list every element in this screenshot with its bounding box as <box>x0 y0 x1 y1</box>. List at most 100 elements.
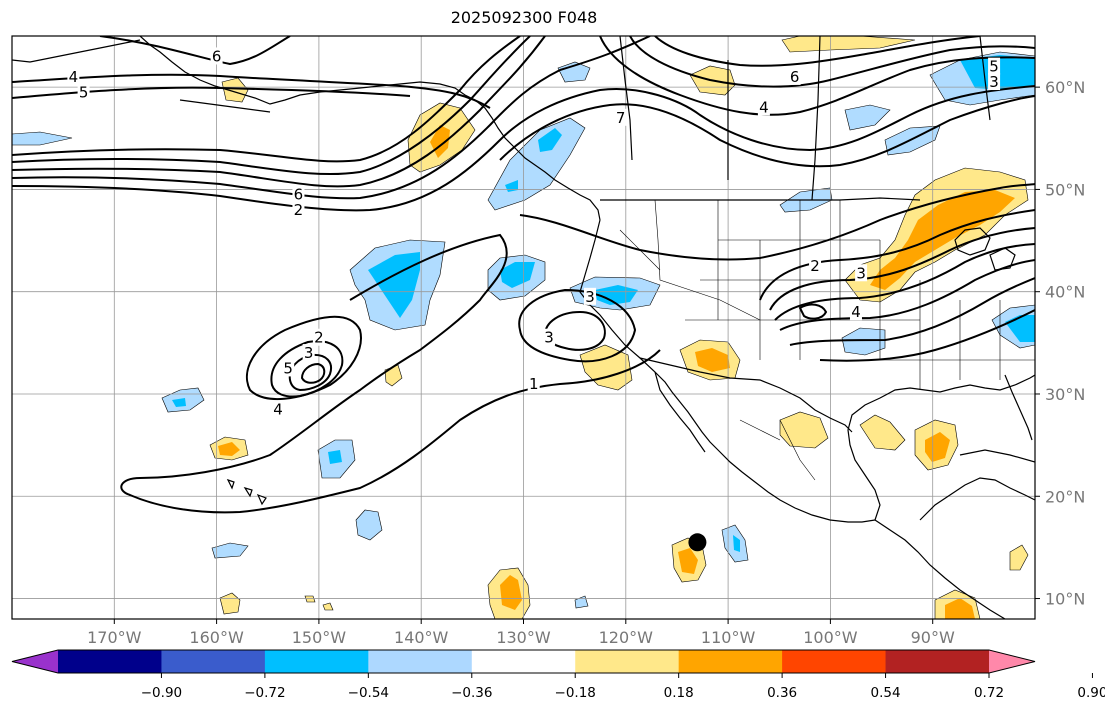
contour-label: 2 <box>314 329 324 347</box>
contour-label: 7 <box>616 109 626 127</box>
lon-tick-label: 90°W <box>911 628 955 647</box>
colorbar-tick-label: −0.90 <box>141 685 182 701</box>
negative-anomaly-core <box>172 398 186 407</box>
colorbar-high-extend <box>989 650 1035 673</box>
contour-label: 3 <box>544 329 554 347</box>
colorbar-tick-label: 0.72 <box>974 685 1004 701</box>
positive-anomaly-patch <box>779 411 829 449</box>
colorbar-tick-label: 0.18 <box>664 685 694 701</box>
positive-anomaly-core <box>870 190 1015 290</box>
positive-anomaly-patch <box>304 595 316 603</box>
contour-label: 5 <box>283 359 293 377</box>
positive-anomaly-core <box>925 432 950 462</box>
coastlines <box>12 36 1035 619</box>
negative-anomaly-core <box>733 535 740 552</box>
contour-label: 1 <box>529 375 539 393</box>
positive-anomaly-patch <box>322 602 334 611</box>
negative-anomaly-patch <box>557 61 591 83</box>
map-title: 2025092300 F048 <box>450 8 598 27</box>
contour-label-bg <box>757 98 770 116</box>
lon-tick-label: 150°W <box>292 628 347 647</box>
colorbar-tick-label: 0.90 <box>1077 685 1105 701</box>
contour-label: 5 <box>79 83 89 101</box>
height-contours <box>12 36 1035 514</box>
negative-anomaly-core <box>505 180 518 192</box>
contour-label-bg <box>271 400 284 418</box>
contour-label-bg <box>77 83 90 101</box>
contour-label-bg <box>543 328 556 346</box>
negative-anomaly-core <box>500 262 535 288</box>
contour-label: 3 <box>989 73 999 91</box>
contour-label-bg <box>849 303 862 321</box>
contour-label-bg <box>583 287 596 305</box>
contour-label-bg <box>614 108 627 126</box>
contour-label: 6 <box>790 68 800 86</box>
positive-anomaly-patch <box>859 414 906 451</box>
contour-label: 3 <box>585 288 595 306</box>
contour-label-bg <box>292 185 305 203</box>
colorbar-bin <box>264 650 369 673</box>
colorbar-bin <box>885 650 990 673</box>
contour-label-bg <box>809 257 822 275</box>
contour-label-bg <box>292 200 305 218</box>
colorbar-bin <box>58 650 162 673</box>
negative-anomaly-patch <box>574 595 589 609</box>
contour-label-bg <box>788 67 801 85</box>
contour-label: 4 <box>759 99 769 117</box>
lon-tick-label: 100°W <box>803 628 858 647</box>
lon-tick-label: 130°W <box>496 628 551 647</box>
negative-anomaly-core <box>538 128 562 152</box>
contour-label-bg <box>302 344 315 362</box>
lat-tick-label: 40°N <box>1045 283 1085 302</box>
positive-anomaly-patch <box>219 592 241 615</box>
contour-label-bg <box>988 57 1001 75</box>
colorbar-bin <box>782 650 887 673</box>
positive-anomaly-core <box>695 348 730 372</box>
contour-label-bg <box>988 73 1001 91</box>
contour-label-bg <box>210 47 223 65</box>
negative-anomaly-patch <box>844 104 891 131</box>
contour-label: 3 <box>856 264 866 282</box>
positive-anomaly-core <box>500 575 522 610</box>
contour-label: 4 <box>851 303 861 321</box>
contour-label-bg <box>855 264 868 282</box>
colorbar: −0.90 −0.72 −0.54 −0.36 −0.18 0.18 0.36 0.54 0.7… <box>11 649 1105 701</box>
colorbar-tick-label: 0.36 <box>767 685 797 701</box>
lat-tick-label: 50°N <box>1045 180 1085 199</box>
positive-anomaly-core <box>945 598 975 619</box>
positive-anomaly-patch <box>221 77 249 103</box>
negative-anomaly-core <box>595 285 638 305</box>
lon-tick-label: 170°W <box>87 628 142 647</box>
colorbar-bin <box>678 650 783 673</box>
contour-label: 5 <box>989 58 999 76</box>
negative-anomaly-patch <box>884 125 941 156</box>
colorbar-tick-label: −0.36 <box>451 685 492 701</box>
colorbar-bin <box>575 650 680 673</box>
colorbar-low-extend <box>12 650 58 673</box>
contour-label: 6 <box>294 186 304 204</box>
longitude-axis: 170°W 160°W 150°W 140°W 130°W 120°W 110°W 100°W… <box>87 619 955 647</box>
positive-anomaly-core <box>218 442 240 456</box>
map-gridlines <box>12 36 1035 619</box>
positive-anomaly-core <box>678 548 698 574</box>
lon-tick-label: 160°W <box>189 628 244 647</box>
contour-label-bg <box>312 328 325 346</box>
contour-label: 3 <box>304 344 314 362</box>
contour-label: 4 <box>69 68 79 86</box>
negative-anomaly-core <box>328 450 342 464</box>
contour-label-bg <box>67 67 80 85</box>
lon-tick-label: 140°W <box>394 628 449 647</box>
negative-anomaly-patch <box>211 542 249 559</box>
lon-tick-label: 110°W <box>701 628 756 647</box>
positive-anomaly-patch <box>781 36 916 53</box>
lat-tick-label: 10°N <box>1045 590 1085 609</box>
colorbar-bin <box>368 650 473 673</box>
colorbar-tick-label: 0.54 <box>871 685 901 701</box>
negative-anomaly-patch <box>841 327 886 356</box>
lon-tick-label: 120°W <box>599 628 654 647</box>
colorbar-tick-label: −0.18 <box>555 685 596 701</box>
contour-label-bg <box>527 374 540 392</box>
positive-anomaly-patch <box>579 344 633 391</box>
